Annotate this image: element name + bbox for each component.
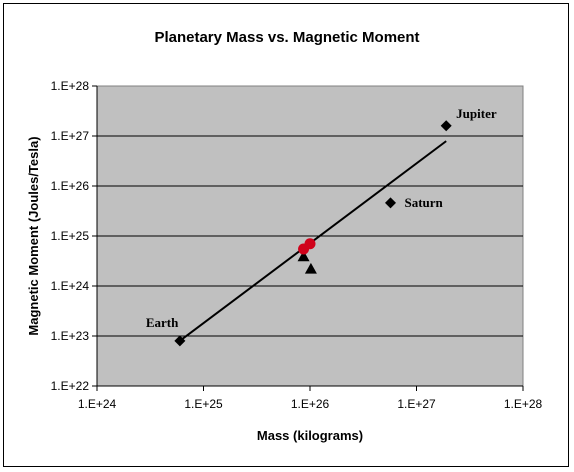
y-tick-labels: 1.E+22 1.E+23 1.E+24 1.E+25 1.E+26 1.E+27 1.E+… [51,79,90,393]
triangle-point [297,250,310,262]
y-tick-label: 1.E+23 [51,329,90,343]
y-tick-label: 1.E+28 [51,79,90,93]
chart-title: Planetary Mass vs. Magnetic Moment [154,29,419,46]
circle-point [304,238,316,250]
point-labels: Earth Saturn Jupiter [146,106,497,330]
y-tick-label: 1.E+27 [51,129,90,143]
x-tick-label: 1.E+27 [397,397,436,411]
y-axis-label: Magnetic Moment (Joules/Tesla) [26,136,41,335]
y-tick-label: 1.E+22 [51,379,90,393]
point-label-saturn: Saturn [405,195,444,210]
x-tick-label: 1.E+24 [78,397,117,411]
diamond-point [440,120,452,132]
x-tick-label: 1.E+25 [184,397,223,411]
gridlines [97,135,523,337]
y-tick-label: 1.E+26 [51,179,90,193]
x-axis-label: Mass (kilograms) [257,428,363,443]
axes [92,85,524,391]
data-points [174,120,452,347]
diamond-point [385,197,397,209]
y-tick-label: 1.E+25 [51,229,90,243]
triangle-point [304,262,317,274]
diamond-point [174,335,186,347]
y-tick-label: 1.E+24 [51,279,90,293]
x-tick-label: 1.E+26 [291,397,330,411]
x-tick-labels: 1.E+24 1.E+25 1.E+26 1.E+27 1.E+28 [78,397,543,411]
point-label-earth: Earth [146,315,179,330]
x-tick-label: 1.E+28 [504,397,543,411]
point-label-jupiter: Jupiter [456,106,497,121]
